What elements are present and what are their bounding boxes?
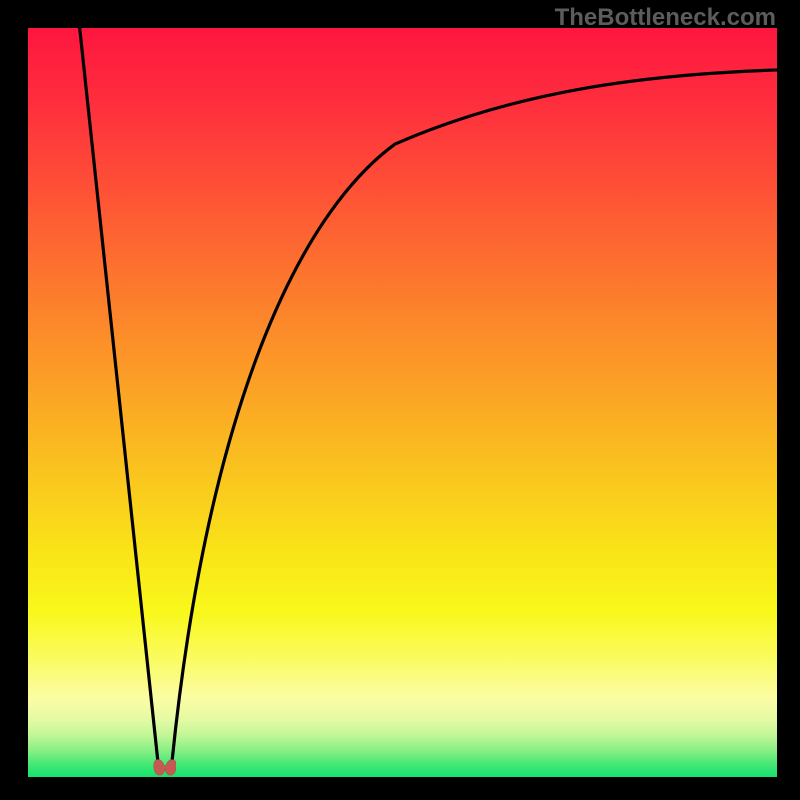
valley-marker-shape <box>153 758 177 776</box>
curve-left-branch <box>80 28 158 762</box>
valley-marker <box>153 758 177 776</box>
curve-right-branch <box>172 70 777 762</box>
plot-area <box>28 28 777 777</box>
watermark: TheBottleneck.com <box>555 4 776 32</box>
curves-layer <box>28 28 777 777</box>
